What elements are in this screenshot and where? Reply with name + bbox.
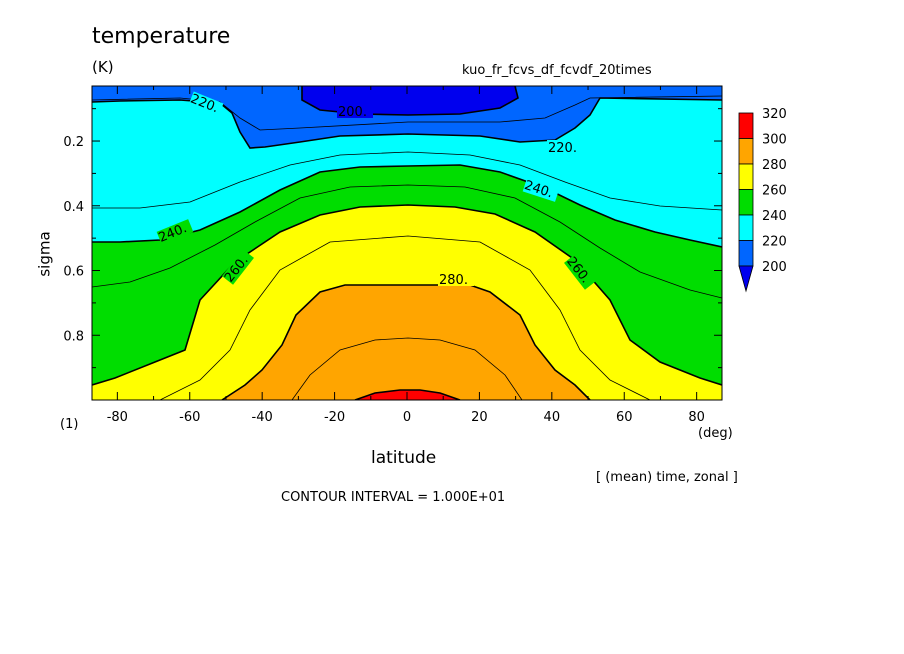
x-axis-units: (deg) [698, 426, 733, 441]
contour-label-280: 280. [439, 273, 468, 288]
colorbar-label-5: 220 [762, 235, 787, 250]
run-name: kuo_fr_fcvs_df_fcvdf_20times [462, 63, 652, 78]
contour-line-260 [92, 204, 722, 386]
colorbar-label-0: 320 [762, 107, 787, 122]
colorbar-swatch-4 [738, 214, 754, 241]
colorbar-underflow-triangle [738, 265, 754, 293]
y-tick-label-1: 0.4 [63, 200, 84, 215]
y-axis-units: (1) [60, 417, 79, 432]
colorbar-swatch-0 [738, 112, 754, 139]
colorbar-label-2: 280 [762, 158, 787, 173]
chart-units: (K) [92, 58, 114, 76]
y-tick-label-0: 0.2 [63, 135, 84, 150]
colorbar: 320 300 280 260 240 220 200 [738, 107, 787, 293]
contour-line-290 [291, 337, 523, 400]
contour-interval: CONTOUR INTERVAL = 1.000E+01 [281, 490, 506, 505]
x-tick-label-1: -60 [179, 410, 200, 425]
x-tick-label-6: 40 [544, 410, 561, 425]
x-tick-label-2: -40 [252, 410, 273, 425]
colorbar-label-6: 200 [762, 260, 787, 275]
contour-line-280 [221, 284, 591, 400]
averaging-note: [ (mean) time, zonal ] [596, 470, 738, 485]
colorbar-swatch-3 [738, 189, 754, 216]
colorbar-label-3: 260 [762, 184, 787, 199]
x-tick-label-0: -80 [107, 410, 128, 425]
y-axis-label: sigma [35, 231, 54, 277]
x-tick-label-7: 60 [616, 410, 633, 425]
contour-line-230 [92, 151, 722, 211]
colorbar-label-1: 300 [762, 133, 787, 148]
contour-line-270 [159, 235, 651, 400]
x-tick-label-5: 20 [471, 410, 488, 425]
contour-label-220-right: 220. [548, 141, 577, 156]
colorbar-swatch-1 [738, 138, 754, 165]
contour-line-250 [92, 184, 722, 299]
colorbar-label-4: 240 [762, 209, 787, 224]
x-tick-label-3: -20 [324, 410, 345, 425]
x-axis: -80 -60 -40 -20 0 20 40 60 80 [107, 86, 705, 425]
x-tick-label-8: 80 [688, 410, 705, 425]
x-axis-label: latitude [371, 448, 437, 468]
colorbar-swatch-5 [738, 240, 754, 267]
colorbar-swatch-2 [738, 163, 754, 190]
band-200-220 [92, 86, 722, 148]
y-tick-label-3: 0.8 [63, 329, 84, 344]
chart-title: temperature [92, 24, 231, 49]
contour-line-200 [301, 86, 519, 116]
filled-contours [92, 86, 722, 400]
y-axis: 0.2 0.4 0.6 0.8 [63, 108, 722, 369]
contour-label-200: 200. [338, 105, 367, 120]
contour-line-300 [354, 389, 461, 400]
y-tick-label-2: 0.6 [63, 265, 84, 280]
x-tick-label-4: 0 [403, 410, 411, 425]
